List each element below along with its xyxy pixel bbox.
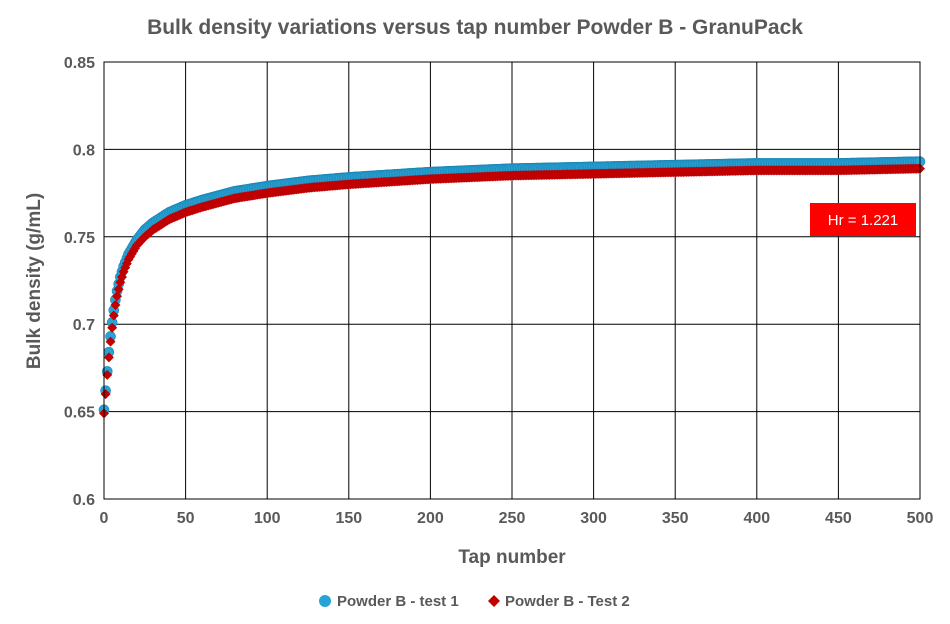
x-tick-label-350: 350 <box>662 510 689 527</box>
x-tick-label-150: 150 <box>335 510 362 527</box>
grid <box>103 61 921 500</box>
series-1 <box>98 156 926 416</box>
x-axis-title: Tap number <box>458 547 566 568</box>
point-test-2 <box>113 284 124 295</box>
point-test-2 <box>100 389 111 400</box>
chart-title: Bulk density variations versus tap numbe… <box>147 16 803 39</box>
y-tick-label-5: 0.85 <box>64 55 95 72</box>
y-tick-label-2: 0.7 <box>73 317 95 334</box>
point-test-2 <box>110 299 121 310</box>
annotation-box: Hr = 1.221 <box>810 203 916 236</box>
x-tick-label-300: 300 <box>580 510 607 527</box>
x-tick-label-400: 400 <box>743 510 770 527</box>
point-test-2 <box>107 322 118 333</box>
series-2 <box>99 163 925 419</box>
point-test-2 <box>112 291 123 302</box>
y-tick-label-3: 0.75 <box>64 230 95 247</box>
x-tick-label-450: 450 <box>825 510 852 527</box>
y-tick-label-4: 0.8 <box>73 142 95 159</box>
point-test-2 <box>108 310 119 321</box>
point-test-2 <box>102 369 113 380</box>
annotation-background <box>810 203 916 236</box>
x-tick-label-50: 50 <box>177 510 195 527</box>
y-tick-label-0: 0.6 <box>73 492 95 509</box>
y-tick-label-1: 0.65 <box>64 405 95 422</box>
annotation-text: Hr = 1.221 <box>828 212 898 229</box>
y-axis-title: Bulk density (g/mL) <box>24 193 45 369</box>
x-tick-label-100: 100 <box>254 510 281 527</box>
series-layer <box>98 61 926 500</box>
legend-marker-test-1 <box>319 595 331 607</box>
x-tick-label-0: 0 <box>100 510 109 527</box>
x-tick-label-200: 200 <box>417 510 444 527</box>
legend-label-test-1: Powder B - test 1 <box>337 593 459 610</box>
point-test-2 <box>105 336 116 347</box>
x-tick-label-250: 250 <box>499 510 526 527</box>
plot-frame <box>103 61 921 500</box>
x-tick-label-500: 500 <box>907 510 934 527</box>
legend-label-test-2: Powder B - Test 2 <box>505 593 630 610</box>
legend: Powder B - test 1 Powder B - Test 2 <box>319 593 630 610</box>
legend-marker-test-2 <box>488 595 500 607</box>
tick-labels: 0 50 100 150 200 250 300 350 400 450 500 0.6 0.65 0.7… <box>64 55 934 527</box>
point-test-2 <box>103 352 114 363</box>
point-test-2 <box>121 258 132 269</box>
